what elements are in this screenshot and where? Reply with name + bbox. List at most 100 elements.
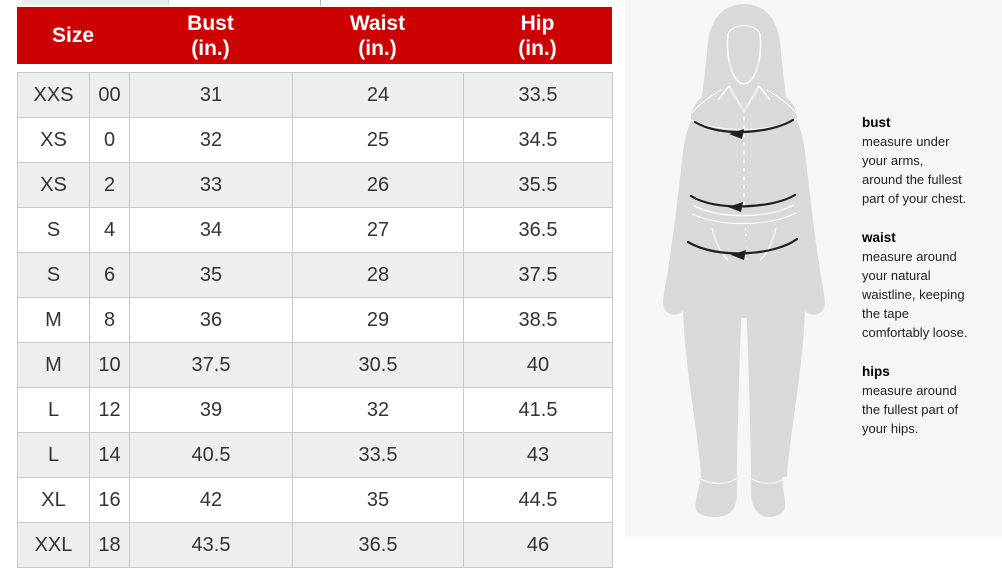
- column-unit: (in.): [358, 36, 397, 60]
- cell-size: M: [17, 297, 90, 343]
- cell-num: 00: [89, 72, 130, 118]
- measure-arrows: [686, 118, 799, 255]
- table-row: XL 16 42 35 44.5: [17, 477, 613, 523]
- cell-num: 12: [89, 387, 130, 433]
- cell-size: L: [17, 387, 90, 433]
- cell-waist: 25: [292, 117, 464, 163]
- table-row: M 8 36 29 38.5: [17, 297, 613, 343]
- cell-hip: 35.5: [463, 162, 613, 208]
- cropped-border-tick: [320, 0, 321, 6]
- size-chart-table: XXS 00 31 24 33.5 XS 0 32 25 34.5 XS 2 33 26 35.5 S 4 34 2…: [17, 72, 613, 568]
- cell-size: XXS: [17, 72, 90, 118]
- cell-size: S: [17, 207, 90, 253]
- cell-bust: 32: [129, 117, 293, 163]
- cell-waist: 27: [292, 207, 464, 253]
- cell-hip: 38.5: [463, 297, 613, 343]
- cell-waist: 30.5: [292, 342, 464, 388]
- guide-hips-desc: measure around the fullest part of your …: [862, 383, 959, 436]
- cell-size: M: [17, 342, 90, 388]
- cell-size: XXL: [17, 522, 90, 568]
- guide-bust-title: bust: [862, 115, 891, 130]
- cell-waist: 24: [292, 72, 464, 118]
- cell-size: XS: [17, 162, 90, 208]
- hip-arrow: [686, 237, 799, 255]
- cell-hip: 34.5: [463, 117, 613, 163]
- cell-num: 8: [89, 297, 130, 343]
- column-label: Bust: [187, 11, 234, 35]
- table-row: S 4 34 27 36.5: [17, 207, 613, 253]
- table-row: XXS 00 31 24 33.5: [17, 72, 613, 118]
- cell-size: XS: [17, 117, 90, 163]
- guide-hips-title: hips: [862, 364, 890, 379]
- column-unit: (in.): [518, 36, 557, 60]
- cell-bust: 37.5: [129, 342, 293, 388]
- cell-hip: 41.5: [463, 387, 613, 433]
- cell-num: 0: [89, 117, 130, 163]
- body-silhouette-figure: [663, 4, 825, 518]
- column-header-hip: Hip (in.): [463, 7, 612, 64]
- measurement-figure-panel: [625, 0, 1002, 537]
- column-label: Waist: [349, 11, 406, 35]
- cell-bust: 40.5: [129, 432, 293, 478]
- cell-hip: 44.5: [463, 477, 613, 523]
- table-row: XXL 18 43.5 36.5 46: [17, 522, 613, 568]
- cell-bust: 33: [129, 162, 293, 208]
- cell-bust: 39: [129, 387, 293, 433]
- cell-bust: 36: [129, 297, 293, 343]
- column-header-size: Size: [17, 7, 129, 64]
- measurement-guide: bust measure under your arms, around the…: [862, 113, 984, 458]
- table-row: L 14 40.5 33.5 43: [17, 432, 613, 478]
- cell-waist: 36.5: [292, 522, 464, 568]
- guide-bust-desc: measure under your arms, around the full…: [862, 134, 967, 206]
- cell-waist: 33.5: [292, 432, 464, 478]
- bust-arrow: [693, 118, 795, 134]
- size-chart: Size Bust (in.) Waist (in.) Hip (in.) XX…: [17, 7, 613, 568]
- waist-arrowhead-icon: [728, 202, 743, 212]
- cell-hip: 46: [463, 522, 613, 568]
- table-row: M 10 37.5 30.5 40: [17, 342, 613, 388]
- cell-size: S: [17, 252, 90, 298]
- arrowheads: [728, 129, 746, 260]
- table-row: L 12 39 32 41.5: [17, 387, 613, 433]
- cell-bust: 31: [129, 72, 293, 118]
- cell-waist: 29: [292, 297, 464, 343]
- cell-hip: 43: [463, 432, 613, 478]
- cell-hip: 36.5: [463, 207, 613, 253]
- column-label: Hip: [520, 11, 555, 35]
- cell-bust: 35: [129, 252, 293, 298]
- cell-waist: 26: [292, 162, 464, 208]
- cell-waist: 32: [292, 387, 464, 433]
- cell-num: 18: [89, 522, 130, 568]
- guide-section-bust: bust measure under your arms, around the…: [862, 113, 984, 208]
- cell-size: XL: [17, 477, 90, 523]
- cell-bust: 42: [129, 477, 293, 523]
- column-label: Size: [51, 24, 95, 47]
- cell-size: L: [17, 432, 90, 478]
- guide-section-waist: waist measure around your natural waistl…: [862, 228, 984, 342]
- cell-hip: 33.5: [463, 72, 613, 118]
- column-header-bust: Bust (in.): [129, 7, 292, 64]
- cell-num: 4: [89, 207, 130, 253]
- cell-waist: 28: [292, 252, 464, 298]
- column-header-waist: Waist (in.): [292, 7, 463, 64]
- column-unit: (in.): [191, 36, 230, 60]
- cropped-content-sliver: [22, 0, 169, 5]
- cell-hip: 40: [463, 342, 613, 388]
- table-row: XS 0 32 25 34.5: [17, 117, 613, 163]
- cell-num: 14: [89, 432, 130, 478]
- cell-num: 16: [89, 477, 130, 523]
- guide-waist-title: waist: [862, 230, 896, 245]
- size-chart-header: Size Bust (in.) Waist (in.) Hip (in.): [17, 7, 612, 64]
- cell-num: 6: [89, 252, 130, 298]
- guide-waist-desc: measure around your natural waistline, k…: [862, 249, 968, 340]
- guide-section-hips: hips measure around the fullest part of …: [862, 362, 984, 438]
- table-row: S 6 35 28 37.5: [17, 252, 613, 298]
- hip-arrowhead-icon: [731, 250, 746, 260]
- cell-bust: 34: [129, 207, 293, 253]
- table-row: XS 2 33 26 35.5: [17, 162, 613, 208]
- cell-hip: 37.5: [463, 252, 613, 298]
- waist-arrow: [689, 193, 797, 208]
- cell-num: 10: [89, 342, 130, 388]
- bust-arrowhead-icon: [729, 129, 744, 139]
- cell-num: 2: [89, 162, 130, 208]
